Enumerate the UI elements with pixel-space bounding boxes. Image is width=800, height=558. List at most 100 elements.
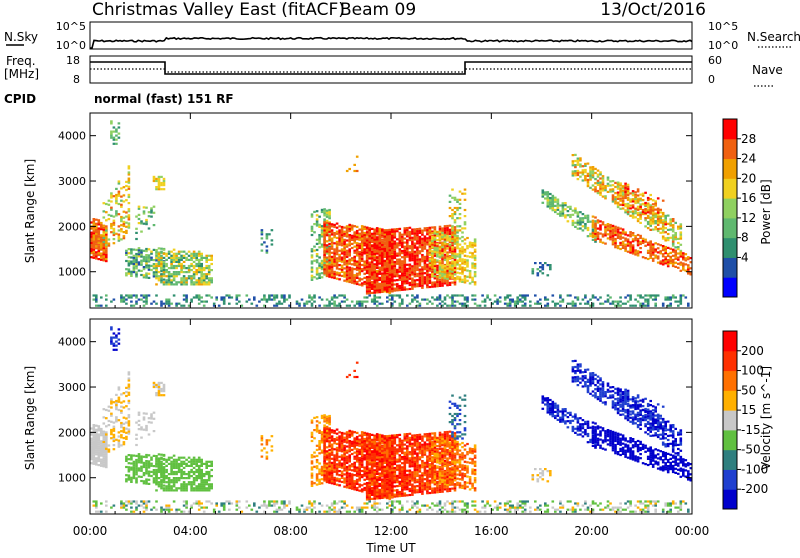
data-cell xyxy=(100,222,103,224)
data-cell xyxy=(358,305,361,307)
data-cell xyxy=(664,262,667,264)
data-cell xyxy=(316,430,319,432)
data-cell xyxy=(125,216,128,218)
data-cell xyxy=(361,258,364,260)
data-cell xyxy=(574,303,577,305)
data-cell xyxy=(474,303,477,305)
data-cell xyxy=(371,265,374,267)
data-cell xyxy=(436,272,439,274)
data-cell xyxy=(331,233,334,235)
data-cell xyxy=(441,275,444,277)
data-cell xyxy=(100,257,103,259)
data-cell xyxy=(198,251,201,253)
data-cell xyxy=(113,430,116,432)
data-cell xyxy=(95,437,98,439)
data-cell xyxy=(444,241,447,243)
data-cell xyxy=(584,225,587,227)
data-cell xyxy=(135,263,138,265)
data-cell xyxy=(409,233,412,235)
data-cell xyxy=(414,269,417,271)
data-cell xyxy=(356,244,359,246)
noise-right-label: N.Search xyxy=(747,30,800,44)
data-cell xyxy=(379,238,382,240)
data-cell xyxy=(261,237,264,239)
data-cell xyxy=(434,263,437,265)
data-cell xyxy=(336,245,339,247)
data-cell xyxy=(667,237,670,239)
data-cell xyxy=(614,301,617,303)
data-cell xyxy=(363,283,366,285)
data-cell xyxy=(323,240,326,242)
data-cell xyxy=(210,269,213,271)
data-cell xyxy=(416,285,419,287)
data-cell xyxy=(368,292,371,294)
data-cell xyxy=(368,239,371,241)
data-cell xyxy=(449,225,452,227)
data-cell xyxy=(140,256,143,258)
data-cell xyxy=(163,479,166,481)
data-cell xyxy=(165,477,168,479)
data-cell xyxy=(363,252,366,254)
data-cell xyxy=(411,241,414,243)
data-cell xyxy=(140,480,143,482)
data-cell xyxy=(105,299,108,301)
data-cell xyxy=(145,454,148,456)
data-cell xyxy=(120,430,123,432)
data-cell xyxy=(474,257,477,259)
data-cell xyxy=(125,456,128,458)
data-cell xyxy=(406,231,409,233)
data-cell xyxy=(439,274,442,276)
data-cell xyxy=(271,294,274,296)
data-cell xyxy=(394,273,397,275)
data-cell xyxy=(183,257,186,259)
data-cell xyxy=(273,296,276,298)
data-cell xyxy=(343,247,346,249)
data-cell xyxy=(336,243,339,245)
data-cell xyxy=(135,238,138,240)
data-cell xyxy=(95,235,98,237)
data-cell xyxy=(155,273,158,275)
data-cell xyxy=(348,263,351,265)
data-cell xyxy=(318,242,321,244)
data-cell xyxy=(185,485,188,487)
data-cell xyxy=(559,204,562,206)
data-cell xyxy=(394,236,397,238)
data-cell xyxy=(366,270,369,272)
data-cell xyxy=(624,187,627,189)
data-cell xyxy=(572,162,575,164)
data-cell xyxy=(323,246,326,248)
data-cell xyxy=(439,254,442,256)
data-cell xyxy=(266,252,269,254)
data-cell xyxy=(642,296,645,298)
data-cell xyxy=(439,281,442,283)
data-cell xyxy=(509,301,512,303)
data-cell xyxy=(394,261,397,263)
data-cell xyxy=(582,213,585,215)
data-cell xyxy=(128,296,131,298)
data-cell xyxy=(128,468,131,470)
data-cell xyxy=(464,193,467,195)
data-cell xyxy=(160,251,163,253)
data-cell xyxy=(195,465,198,467)
data-cell xyxy=(168,485,171,487)
data-cell xyxy=(687,266,690,268)
data-cell xyxy=(644,245,647,247)
data-cell xyxy=(416,242,419,244)
data-cell xyxy=(353,280,356,282)
data-cell xyxy=(662,219,665,221)
data-cell xyxy=(404,250,407,252)
data-cell xyxy=(215,299,218,301)
data-cell xyxy=(133,467,136,469)
data-cell xyxy=(451,256,454,258)
data-cell xyxy=(328,267,331,269)
data-cell xyxy=(431,252,434,254)
data-cell xyxy=(394,253,397,255)
data-cell xyxy=(331,303,334,305)
data-cell xyxy=(170,473,173,475)
data-cell xyxy=(579,176,582,178)
data-cell xyxy=(205,275,208,277)
data-cell xyxy=(163,261,166,263)
data-cell xyxy=(173,277,176,279)
data-cell xyxy=(175,273,178,275)
data-cell xyxy=(160,465,163,467)
